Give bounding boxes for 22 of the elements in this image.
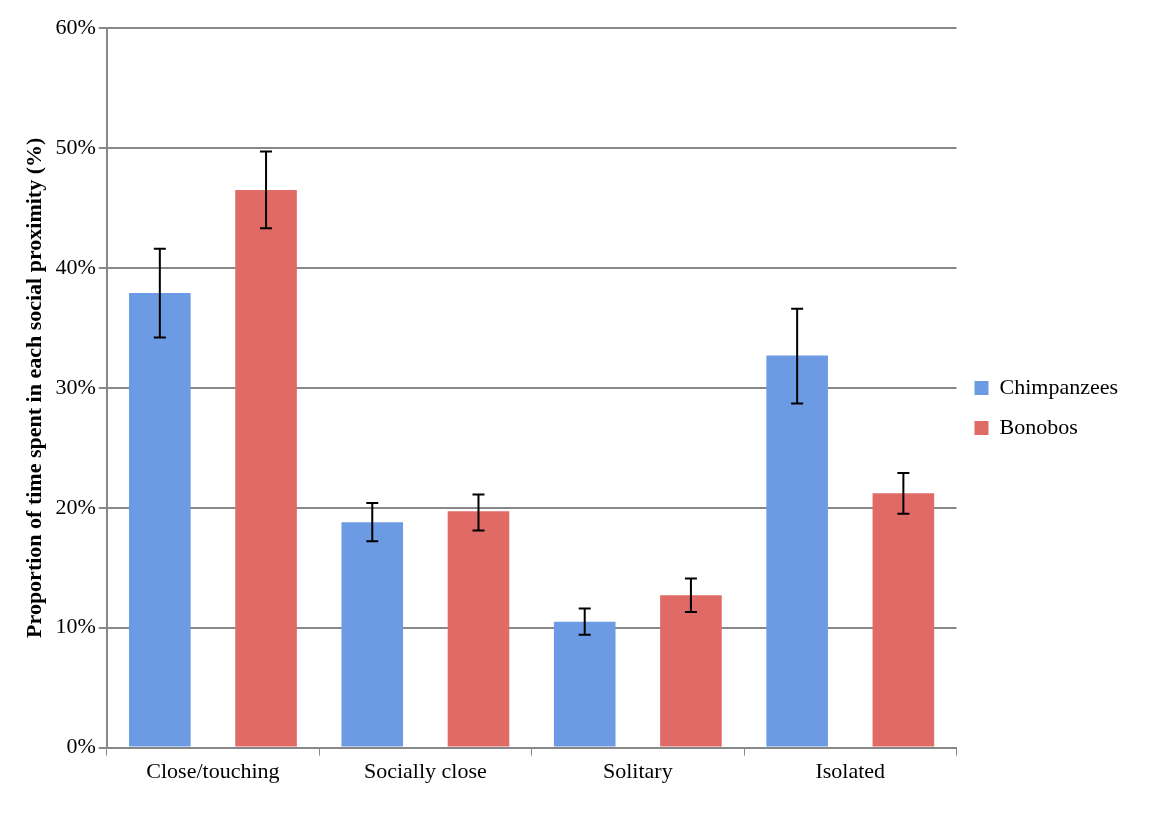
y-tick-label: 40% [55,253,96,279]
bar [766,355,828,747]
bar [553,621,616,747]
bar [872,493,935,747]
x-tick-label: Solitary [602,757,673,783]
y-axis-title: Proportion of time spent in each social proximity (%) [20,137,46,638]
bar [341,522,404,747]
legend-label: Chimpanzees [999,373,1119,399]
legend-label: Bonobos [999,413,1078,439]
y-tick-label: 30% [55,373,96,399]
bar [660,595,722,747]
bar [235,189,297,747]
x-tick-label: Isolated [815,757,886,783]
x-tick-label: Close/touching [146,757,280,783]
y-tick-label: 60% [55,13,96,39]
bar [447,511,510,747]
y-tick-label: 0% [66,733,96,759]
y-tick-label: 20% [55,493,96,519]
x-tick-label: Socially close [363,757,487,783]
y-tick-label: 50% [55,133,96,159]
y-tick-label: 10% [55,613,96,639]
bar [129,293,191,747]
